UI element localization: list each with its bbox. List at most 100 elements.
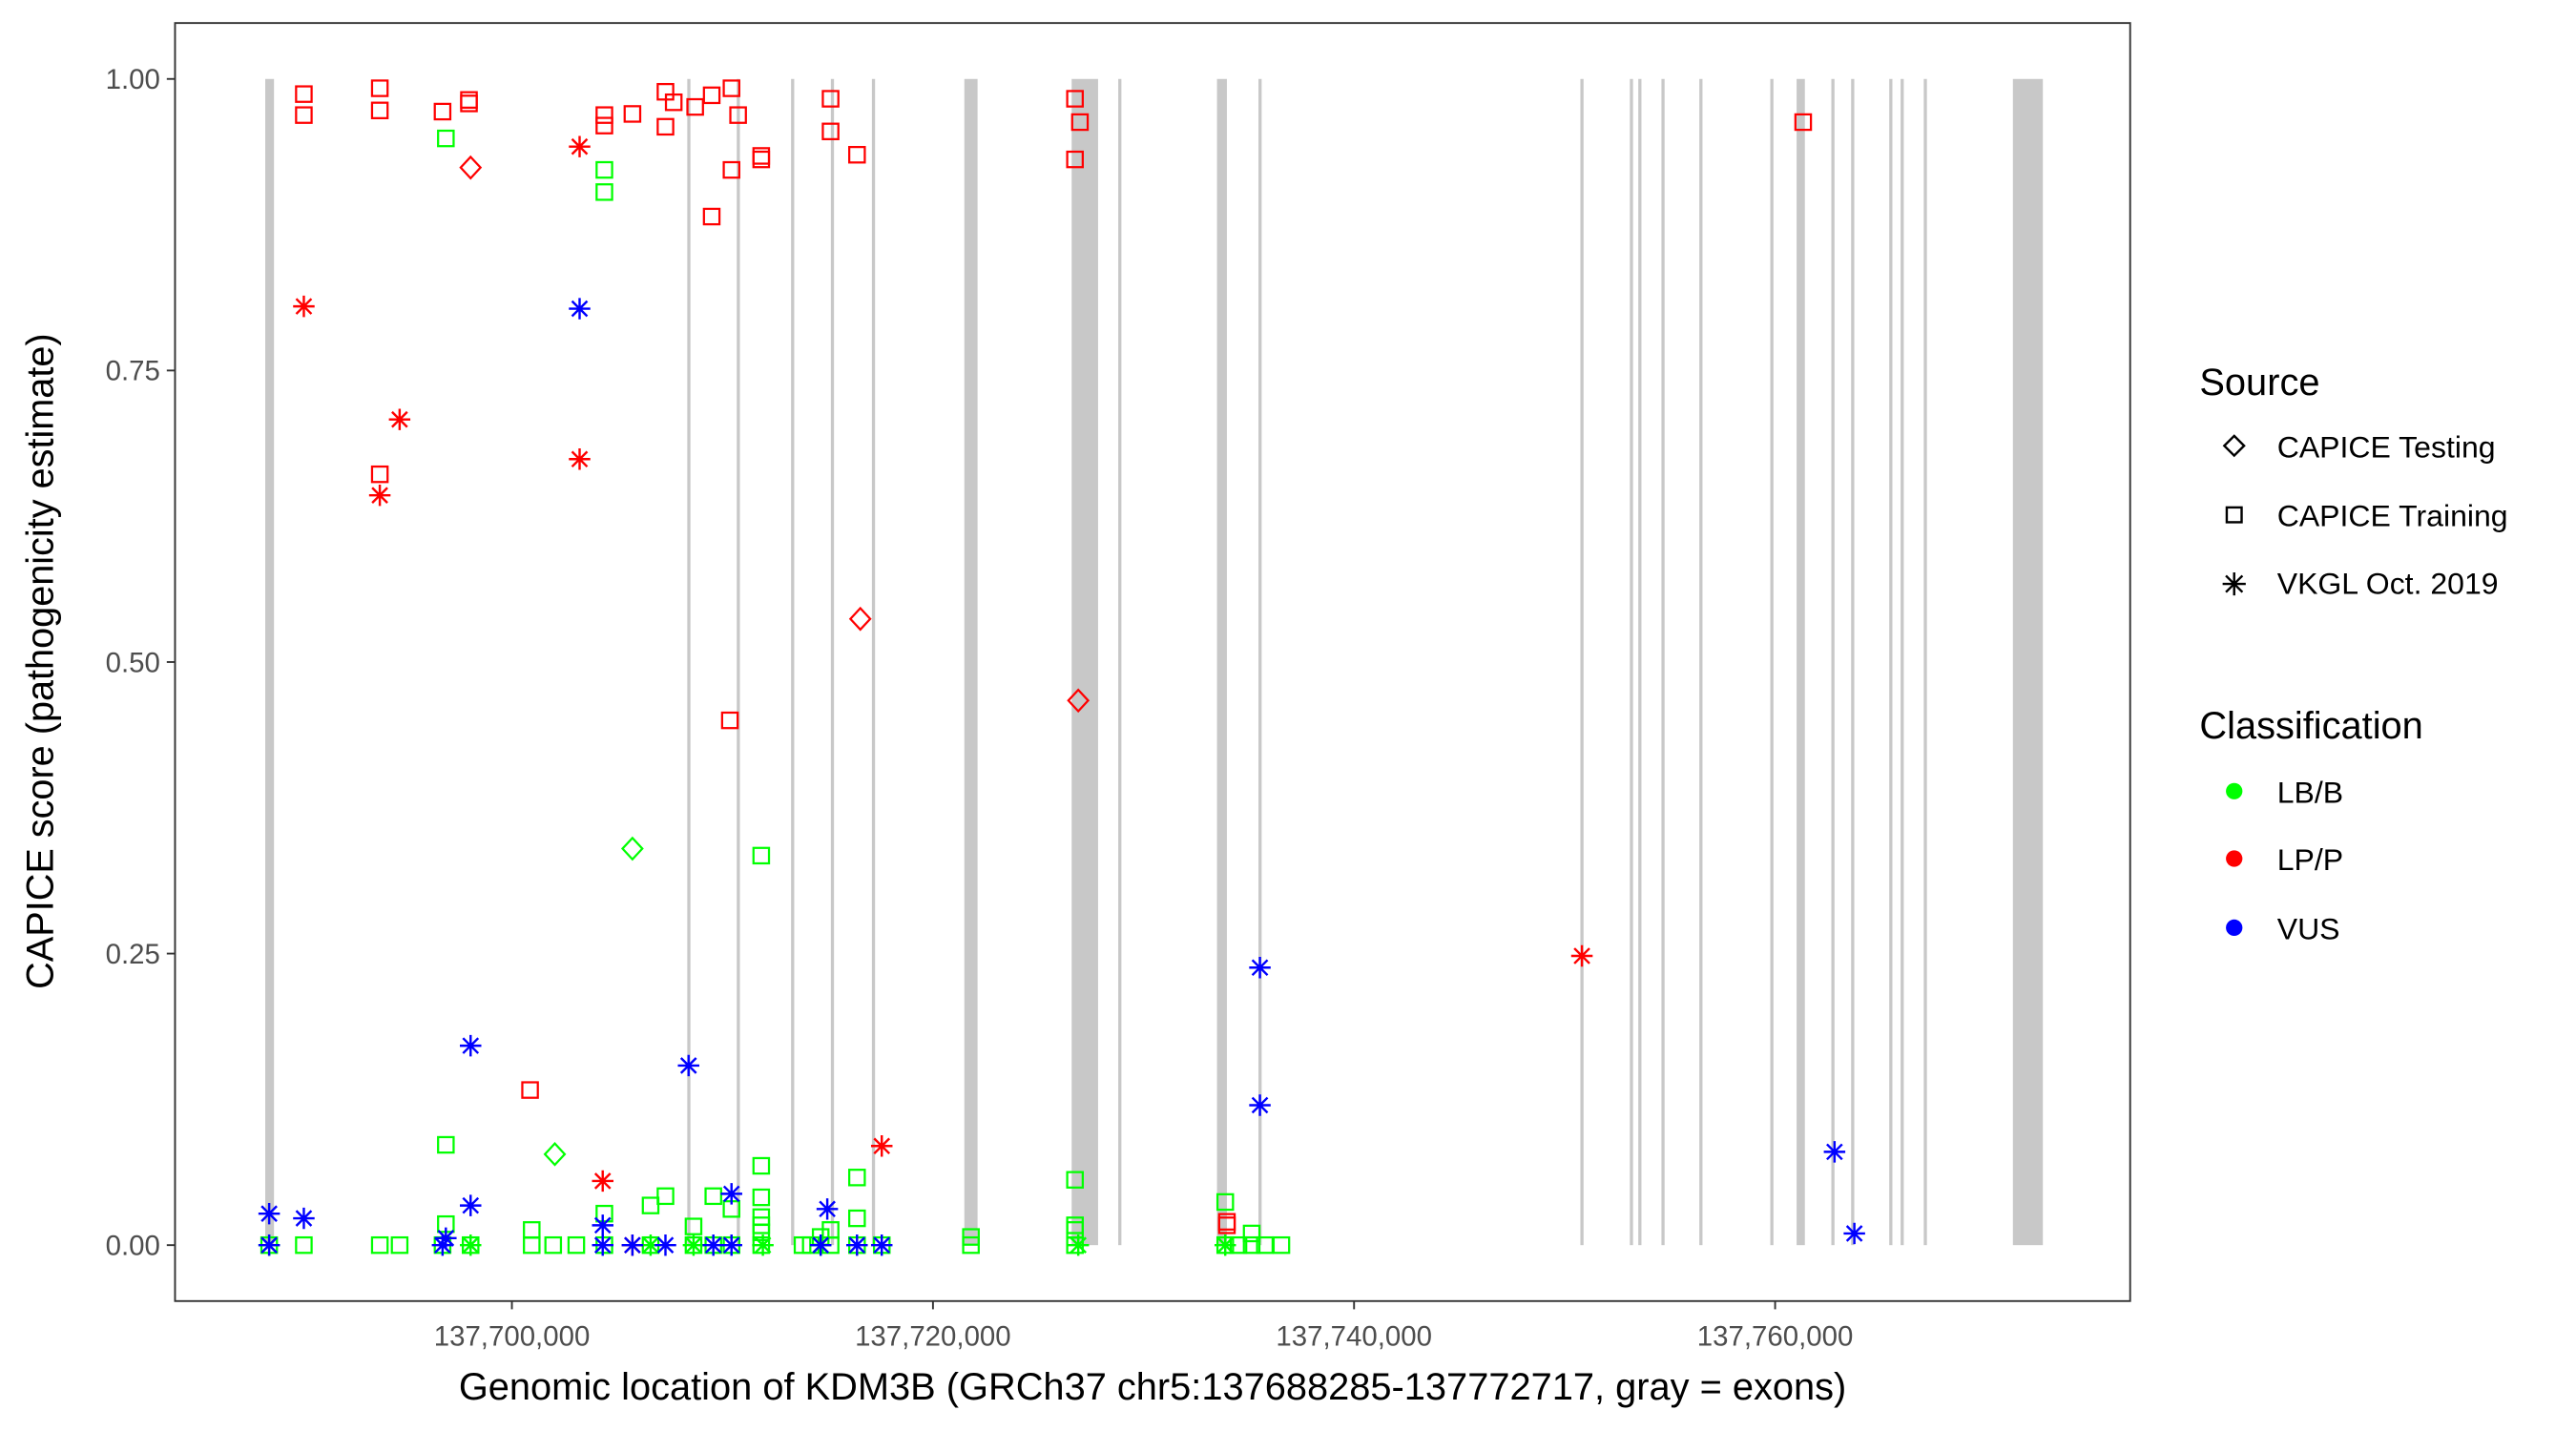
point-vkgl-vus [1823, 1141, 1846, 1163]
point-vkgl-vus [720, 1234, 742, 1256]
asterisk-icon [2222, 572, 2246, 596]
legend-classification-title: Classification [2199, 705, 2422, 747]
point-vkgl-vus [569, 298, 591, 320]
point-training-lp-p [686, 97, 704, 116]
point-training-lp-p [729, 106, 747, 124]
x-tick-label: 137,760,000 [1697, 1320, 1854, 1352]
exon-band [1797, 78, 1805, 1246]
point-vkgl-vus [1249, 957, 1271, 979]
point-vkgl-lp-p [870, 1135, 893, 1157]
point-training-lp-p [821, 122, 840, 140]
x-tick-label: 137,720,000 [855, 1320, 1011, 1352]
point-training-lp-p [370, 465, 389, 484]
exon-band [1851, 78, 1855, 1246]
point-training-lp-p [1794, 113, 1813, 132]
legend-label: CAPICE Training [2277, 499, 2508, 533]
point-vkgl-vus [592, 1214, 613, 1236]
y-tick-label: 0.25 [106, 939, 160, 970]
point-training-lp-p [460, 94, 478, 113]
exon-band [1216, 78, 1227, 1246]
legend-source: Source CAPICE Testing CAPICE Training VK… [2199, 362, 2507, 601]
legend-label: LB/B [2277, 775, 2343, 809]
point-vkgl-lp-p [368, 484, 391, 507]
point-vkgl-vus [293, 1207, 315, 1230]
point-training-lb-b [370, 1235, 389, 1255]
point-training-lp-p [521, 1081, 539, 1099]
point-training-lb-b [437, 129, 455, 148]
point-training-lp-p [433, 102, 452, 121]
exon-band [1580, 78, 1584, 1246]
point-training-lp-p [722, 160, 740, 179]
point-training-lp-p [1217, 1216, 1236, 1234]
point-training-lb-b [848, 1209, 866, 1228]
point-vkgl-vus [816, 1198, 839, 1220]
point-training-lp-p [295, 85, 313, 103]
legend-classification: Classification LB/B LP/P VUS [2199, 705, 2422, 945]
exon-band [830, 78, 835, 1246]
point-training-lb-b [595, 1204, 613, 1223]
point-training-lp-p [752, 150, 771, 169]
point-training-lb-b [1242, 1235, 1261, 1255]
point-training-lb-b [567, 1235, 586, 1255]
point-training-lb-b [848, 1169, 866, 1187]
point-training-lb-b [595, 183, 613, 201]
x-tick-label: 137,700,000 [434, 1320, 591, 1352]
y-axis: 0.00 0.25 0.50 0.75 1.00 [106, 64, 176, 1262]
legend-item-vkgl: VKGL Oct. 2019 [2222, 566, 2499, 600]
exon-band [964, 78, 978, 1246]
point-vkgl-vus [870, 1234, 893, 1256]
point-vkgl-vus [1843, 1222, 1865, 1245]
point-vkgl-lp-p [569, 135, 591, 157]
legend-item-capice-testing: CAPICE Testing [2222, 429, 2496, 464]
point-testing-lb-b [543, 1141, 567, 1167]
exon-band [1661, 78, 1665, 1246]
exon-band [1118, 78, 1122, 1246]
exon-bands [265, 78, 2044, 1246]
legend-item-vus: VUS [2226, 912, 2340, 945]
point-vkgl-lb-b [1067, 1234, 1090, 1256]
exon-band [687, 78, 691, 1246]
point-training-lb-b [1272, 1235, 1291, 1255]
exon-band [791, 78, 795, 1246]
point-testing-lp-p [848, 606, 872, 632]
point-vkgl-lp-p [293, 295, 315, 318]
red-dot-icon [2226, 850, 2243, 867]
legend-item-lp-p: LP/P [2226, 842, 2343, 877]
point-vkgl-vus [258, 1234, 280, 1256]
point-training-lp-p [664, 93, 683, 112]
x-tick-label: 137,740,000 [1276, 1320, 1432, 1352]
point-training-lb-b [752, 846, 771, 865]
legend-source-title: Source [2199, 362, 2319, 404]
point-training-lb-b [595, 160, 613, 179]
point-vkgl-vus [1249, 1094, 1271, 1116]
exon-band [1831, 78, 1835, 1246]
exon-band [1923, 78, 1927, 1246]
legend-label: VKGL Oct. 2019 [2277, 566, 2499, 600]
point-training-lp-p [370, 79, 389, 97]
y-tick-label: 1.00 [106, 64, 160, 95]
exon-band [1638, 78, 1642, 1246]
point-training-lp-p [1066, 90, 1084, 108]
point-training-lb-b [390, 1235, 409, 1255]
y-tick-label: 0.50 [106, 647, 160, 678]
point-testing-lp-p [459, 155, 483, 180]
green-dot-icon [2226, 782, 2243, 799]
point-training-lb-b [684, 1217, 703, 1235]
point-training-lp-p [821, 90, 840, 108]
point-training-lb-b [1066, 1216, 1084, 1234]
point-training-lp-p [1070, 113, 1090, 132]
point-training-lb-b [752, 1156, 771, 1175]
point-vkgl-vus [258, 1202, 280, 1225]
point-training-lp-p [460, 91, 478, 109]
legend-item-capice-training: CAPICE Training [2225, 499, 2508, 533]
point-training-lp-p [848, 145, 866, 164]
legend-label: CAPICE Testing [2277, 429, 2496, 464]
point-training-lb-b [1242, 1224, 1261, 1243]
point-vkgl-vus [702, 1234, 724, 1256]
exon-band [1889, 78, 1893, 1246]
point-vkgl-vus [720, 1183, 742, 1205]
point-vkgl-lp-p [1570, 944, 1593, 967]
point-training-lb-b [523, 1235, 541, 1255]
